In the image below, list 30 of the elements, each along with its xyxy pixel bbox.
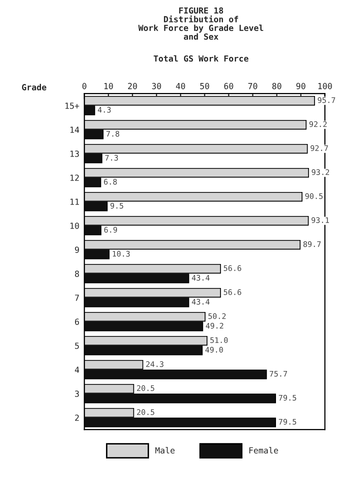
chart-title: FIGURE 18 Distribution of Work Force by Grade Level and Sex xyxy=(138,7,264,40)
y-tick-label: 9 xyxy=(75,246,79,253)
x-tick-label: 60 xyxy=(224,82,234,90)
x-tick-label: 70 xyxy=(248,82,258,90)
x-tick-label: 90 xyxy=(296,82,306,90)
y-tick-label: 15+ xyxy=(65,102,80,109)
legend-label: Male xyxy=(155,447,175,454)
x-tick-label: 20 xyxy=(128,82,137,90)
x-tick-label: 40 xyxy=(176,82,186,90)
chart-subtitle: Total GS Work Force xyxy=(154,55,248,62)
y-tick-label: 11 xyxy=(70,198,79,205)
x-tick-label: 100 xyxy=(318,82,332,90)
y-tick-label: 14 xyxy=(70,126,80,133)
x-tick-label: 30 xyxy=(152,82,161,90)
y-tick-label: 12 xyxy=(70,174,79,181)
x-tick-label: 80 xyxy=(272,82,282,90)
x-tick-label: 50 xyxy=(200,82,210,90)
legend-label: Female xyxy=(249,447,278,454)
x-tick-label: 0 xyxy=(82,82,86,90)
y-tick-label: 13 xyxy=(70,150,79,157)
y-tick-label: 7 xyxy=(75,294,79,301)
x-tick-label: 10 xyxy=(104,82,113,90)
y-tick-label: 2 xyxy=(75,414,79,421)
y-tick-label: 10 xyxy=(70,222,79,229)
y-axis-title: Grade xyxy=(22,84,46,90)
y-tick-label: 3 xyxy=(75,390,79,397)
y-tick-label: 5 xyxy=(75,342,79,349)
y-tick-label: 8 xyxy=(75,270,79,277)
y-tick-label: 6 xyxy=(75,318,79,325)
y-tick-label: 4 xyxy=(74,366,80,373)
